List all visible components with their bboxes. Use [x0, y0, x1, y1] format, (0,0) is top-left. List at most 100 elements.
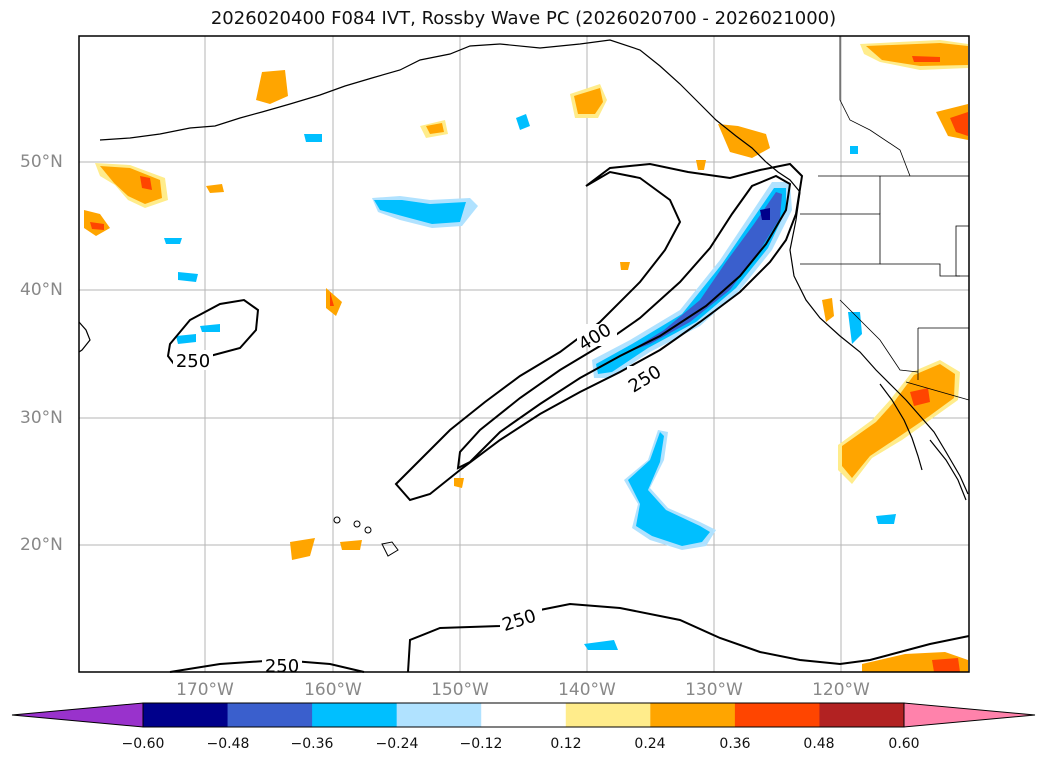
island-1 — [333, 516, 341, 524]
colorbar-tick-label: 0.36 — [719, 736, 751, 752]
anomaly-pos-canada-2-core — [950, 112, 968, 136]
colorbar-segment — [312, 703, 398, 727]
colorbar-tick-label: −0.36 — [290, 736, 334, 752]
map-frame — [78, 35, 970, 673]
colorbar-tick-label: 0.48 — [803, 736, 835, 752]
contour-label-bg-5 — [262, 656, 302, 672]
lon-label-140w: 140°W — [558, 680, 616, 700]
contour-400 — [456, 174, 792, 470]
contour-label-bg-1 — [173, 350, 213, 370]
anomaly-neg-south — [584, 640, 618, 650]
anomaly-neg-small-3 — [164, 238, 182, 244]
anomaly-pos-small-2 — [426, 123, 444, 134]
coast-alaska-bc — [499, 39, 801, 193]
colorbar-max-extend — [904, 703, 1035, 727]
anomaly-pos-canada — [866, 43, 968, 66]
anomaly-neg-small-7 — [850, 146, 858, 154]
anomaly-neg-small-4 — [178, 272, 198, 282]
border-alaska — [839, 36, 911, 177]
colorbar-segment — [565, 703, 651, 727]
anomaly-pos-small-1 — [206, 184, 224, 193]
contour-label-bg-4 — [500, 608, 542, 630]
lon-label-170w: 170°W — [176, 680, 234, 700]
lon-label-160w: 160°W — [304, 680, 362, 700]
lat-label-50n: 50°N — [20, 152, 63, 172]
coast-us-west — [789, 191, 969, 495]
negative-anomalies — [164, 114, 896, 650]
anomaly-neg-subtropical — [628, 432, 710, 546]
map-plot-area — [79, 36, 969, 672]
anomaly-pos-baja-core — [910, 388, 930, 406]
anomaly-pos-small-3 — [696, 160, 706, 170]
colorbar-tick-label: −0.48 — [206, 736, 250, 752]
colorbar-tick-label: 0.12 — [550, 736, 582, 752]
colorbar-segment — [481, 703, 567, 727]
lat-label-40n: 40°N — [20, 280, 63, 300]
anomaly-neg-ar-peak — [760, 208, 770, 220]
anomaly-pos-small-5 — [454, 478, 464, 488]
colorbar-segments — [12, 703, 1035, 727]
anomaly-neg-small-5 — [176, 334, 196, 344]
anomaly-pos-small-4 — [620, 262, 630, 270]
colorbar — [11, 702, 1036, 728]
colorbar-tick-label: −0.12 — [459, 736, 503, 752]
colorbar-segment — [734, 703, 820, 727]
anomaly-neg-small-1 — [304, 134, 322, 142]
anomaly-neg-central — [374, 200, 466, 224]
contour-label-bg-3 — [627, 366, 667, 388]
contour-label-250-west: 250 — [176, 351, 210, 372]
anomaly-pos-west-45n-core — [90, 222, 104, 230]
coast-kamchatka — [78, 321, 91, 353]
anomaly-neg-california — [848, 312, 862, 344]
island-2 — [353, 520, 361, 528]
anomaly-pos-west-50n-core — [140, 176, 152, 190]
coast-baja — [879, 383, 923, 471]
positive-anomalies — [84, 40, 968, 672]
border-us-mexico — [905, 381, 970, 401]
colorbar-min-extend — [12, 703, 143, 727]
colorbar-segment — [650, 703, 736, 727]
anomaly-pos-aleutian — [256, 70, 288, 104]
lat-label-30n: 30°N — [20, 408, 63, 428]
colorbar-segment — [227, 703, 313, 727]
contour-label-250-southwest: 250 — [265, 656, 299, 677]
colorbar-segment — [143, 703, 229, 727]
colorbar-tick-label: −0.60 — [121, 736, 165, 752]
anomaly-neg-small-2 — [516, 114, 530, 130]
anomaly-pos-canada-core — [912, 56, 940, 62]
borders — [800, 36, 970, 401]
colorbar-tick-label: 0.24 — [634, 736, 666, 752]
coast-aleutians — [99, 43, 501, 141]
island-big — [381, 541, 399, 557]
anomaly-pos-hawaii-1 — [290, 538, 315, 560]
anomaly-neg-ar-outer — [592, 182, 792, 378]
colorbar-frame — [142, 702, 905, 728]
anomaly-neg-small-8 — [876, 514, 896, 524]
border-nevada-north — [880, 263, 960, 277]
lat-label-20n: 20°N — [20, 535, 63, 555]
colorbar-tick-label: 0.60 — [888, 736, 920, 752]
island-3 — [364, 526, 372, 534]
hawaii-islands — [333, 516, 399, 557]
graticule — [79, 36, 969, 672]
lon-label-120w: 120°W — [812, 680, 870, 700]
colorbar-tick-label: −0.24 — [375, 736, 419, 752]
anomaly-neg-ar-core — [628, 192, 782, 352]
anomaly-pos-hawaii-2 — [340, 540, 362, 550]
map-title: 2026020400 F084 IVT, Rossby Wave PC (202… — [210, 8, 837, 29]
coastlines — [78, 39, 969, 501]
anomaly-pos-gulf — [574, 88, 603, 114]
lon-label-130w: 130°W — [685, 680, 743, 700]
anomaly-pos-west-50n — [100, 166, 162, 204]
lon-label-150w: 150°W — [431, 680, 489, 700]
anomaly-pos-south-core — [932, 658, 960, 672]
anomaly-pos-california — [822, 298, 834, 322]
contour-label-bg-2 — [577, 324, 617, 346]
border-california-nevada — [839, 299, 919, 373]
anomaly-neg-small-6 — [200, 324, 220, 332]
contour-250-south — [407, 602, 970, 673]
anomaly-pos-hawaii-north-core — [330, 292, 334, 306]
border-oregon — [800, 213, 881, 265]
colorbar-segment — [819, 703, 905, 727]
